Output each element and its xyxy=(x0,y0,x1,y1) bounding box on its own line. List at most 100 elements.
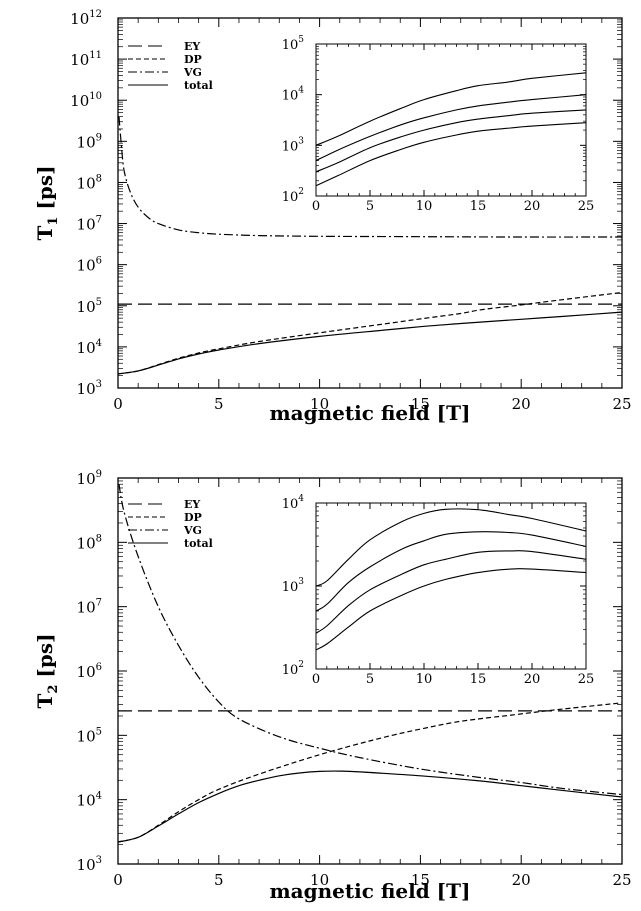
t1-main-ytick-label: 106 xyxy=(77,256,102,275)
t2-series-total xyxy=(118,770,622,843)
t1-main-ytick-label-base: 10 xyxy=(77,298,96,316)
t2-main-ytick-label-exp: 5 xyxy=(96,726,102,737)
t2-inset-series-2 xyxy=(316,550,586,634)
t2-inset-ytick-label: 104 xyxy=(282,494,305,512)
t1-inset-ytick-label: 105 xyxy=(282,35,305,53)
t2-legend-label-dp: DP xyxy=(184,511,202,524)
t2-main-ytick-label-exp: 6 xyxy=(96,662,102,673)
t1-main-xtick-label: 20 xyxy=(512,395,531,413)
t1-inset-ytick-label-base: 10 xyxy=(282,38,299,53)
t1-inset-xtick-label: 10 xyxy=(416,199,433,214)
t1-inset-ytick-label: 102 xyxy=(282,187,304,205)
t2-ylabel-unit: [ps] xyxy=(33,633,57,684)
t1-ylabel-sub: 1 xyxy=(46,217,61,226)
t1-inset-series-1 xyxy=(316,94,586,162)
t2-inset-xtick-label: 0 xyxy=(312,672,320,687)
t2-inset-ytick-label-exp: 2 xyxy=(298,660,304,670)
t1-ylabel-unit: [ps] xyxy=(33,165,57,216)
t2-ylabel: T2 [ps] xyxy=(33,633,61,708)
t1-main-ytick-label-base: 10 xyxy=(77,174,96,192)
t2-main-xtick-label: 0 xyxy=(113,871,123,889)
t2-main-ytick-label-exp: 9 xyxy=(96,469,102,480)
t2-inset-xtick-label: 25 xyxy=(578,672,595,687)
t1-legend-label-total: total xyxy=(184,79,213,92)
t1-main-ytick-label-base: 10 xyxy=(77,216,96,234)
t1-inset-ytick-label: 104 xyxy=(282,86,305,104)
t2-main-ytick-label: 108 xyxy=(77,533,102,552)
t1-main-ytick-label-base: 10 xyxy=(70,92,89,110)
t2-inset-series-group xyxy=(316,508,586,651)
t2-main-ytick-label: 106 xyxy=(77,662,102,681)
t2-inset-ytick-label-exp: 4 xyxy=(298,494,304,504)
t1-main-ytick-label-exp: 5 xyxy=(96,297,102,308)
t1-inset-series-group xyxy=(316,72,586,187)
t1-inset-xtick-label: 0 xyxy=(312,199,320,214)
t1-inset-xtick-label: 25 xyxy=(578,199,595,214)
t1-main-ytick-label-exp: 3 xyxy=(96,379,102,390)
t2-main-ytick-label: 103 xyxy=(77,855,102,874)
t2-inset-xtick-label: 15 xyxy=(470,672,487,687)
t2-xlabel: magnetic field [T] xyxy=(270,879,471,903)
t2-series-vg xyxy=(118,484,622,796)
t2-main-xtick-label: 15 xyxy=(411,871,430,889)
t1-main-ytick-label-base: 10 xyxy=(77,133,96,151)
t1-main-ytick-label: 1010 xyxy=(70,91,102,110)
t2-legend-label-total: total xyxy=(184,537,213,550)
t1-inset-ytick-label: 103 xyxy=(282,136,305,154)
t2-inset-frame xyxy=(315,502,587,670)
t2-main-ytick-label-base: 10 xyxy=(77,534,96,552)
t1-legend-label-ey: EY xyxy=(184,40,200,53)
t1-main-ytick-label: 109 xyxy=(77,132,102,151)
t2-inset-ytick-label-exp: 3 xyxy=(298,577,304,587)
t2-main-ytick-label-base: 10 xyxy=(77,856,96,874)
t2-series-group xyxy=(118,484,622,843)
t2-inset-ytick-label: 103 xyxy=(282,577,305,595)
t1-inset-ytick-label-exp: 3 xyxy=(298,136,304,146)
t2-main-xtick-label: 20 xyxy=(512,871,531,889)
t2-inset-series-3 xyxy=(316,568,586,651)
t2-inset-xtick-label: 5 xyxy=(366,672,374,687)
t1-main-ytick-label-exp: 7 xyxy=(96,215,102,226)
t2-main-ytick-label: 109 xyxy=(77,469,102,488)
t2-main-ytick-label-base: 10 xyxy=(77,599,96,617)
t1-series-total xyxy=(118,311,622,375)
t2-main-xtick-label: 25 xyxy=(612,871,631,889)
t2-main-ytick-label-base: 10 xyxy=(77,792,96,810)
t2-main-ytick-label: 104 xyxy=(77,791,102,810)
t1-main-ytick-label: 1012 xyxy=(70,9,102,28)
t1-main-ytick-label-exp: 6 xyxy=(96,256,102,267)
t1-ylabel: T1 [ps] xyxy=(33,165,61,240)
t1-main-ytick-label-exp: 10 xyxy=(89,91,102,102)
t1-legend-label-dp: DP xyxy=(184,53,202,66)
t2-inset-xtick-label: 20 xyxy=(524,672,541,687)
t1-main-ytick-label-base: 10 xyxy=(77,380,96,398)
t1-xlabel: magnetic field [T] xyxy=(270,401,471,425)
t2-inset-ytick-label-base: 10 xyxy=(282,497,299,512)
t1-main-ytick-label-exp: 9 xyxy=(96,132,102,143)
t1-main-ytick-label: 108 xyxy=(77,173,102,192)
t2-inset-ytick-label-base: 10 xyxy=(282,580,299,595)
t1-inset-ytick-label-base: 10 xyxy=(282,190,299,205)
t1-inset-xtick-label: 20 xyxy=(524,199,541,214)
t2-main-ytick-label: 107 xyxy=(77,598,102,617)
t1-main-ytick-label-base: 10 xyxy=(77,339,96,357)
t1-inset-ytick-label-exp: 2 xyxy=(298,187,304,197)
t1-inset-frame xyxy=(315,43,587,197)
t2-inset-ytick-label: 102 xyxy=(282,660,304,678)
t1-main-ytick-label-base: 10 xyxy=(70,10,89,28)
t2-ylabel-sub: 2 xyxy=(46,685,61,694)
t2-inset-series-0 xyxy=(316,508,586,587)
t2-main-ytick-label-exp: 7 xyxy=(96,598,102,609)
t2-inset-xtick-label: 10 xyxy=(416,672,433,687)
t1-main-ytick-label: 1011 xyxy=(70,50,102,69)
t1-main-ytick-label-base: 10 xyxy=(70,51,89,69)
t2-legend-label-vg: VG xyxy=(183,524,202,537)
t1-ylabel-main: T xyxy=(33,226,57,241)
t1-main-ytick-label-exp: 12 xyxy=(89,9,102,20)
t2-main-ytick-label-base: 10 xyxy=(77,470,96,488)
t1-main-xtick-label: 5 xyxy=(214,395,224,413)
t1-main-ytick-label: 105 xyxy=(77,297,102,316)
t1-inset-ytick-label-exp: 4 xyxy=(298,86,304,96)
t1-main-ytick-label: 103 xyxy=(77,379,102,398)
